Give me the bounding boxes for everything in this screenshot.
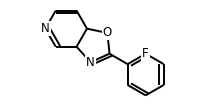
Text: N: N (86, 56, 95, 69)
Text: N: N (41, 22, 50, 35)
Text: O: O (103, 26, 112, 39)
Text: F: F (142, 47, 149, 60)
